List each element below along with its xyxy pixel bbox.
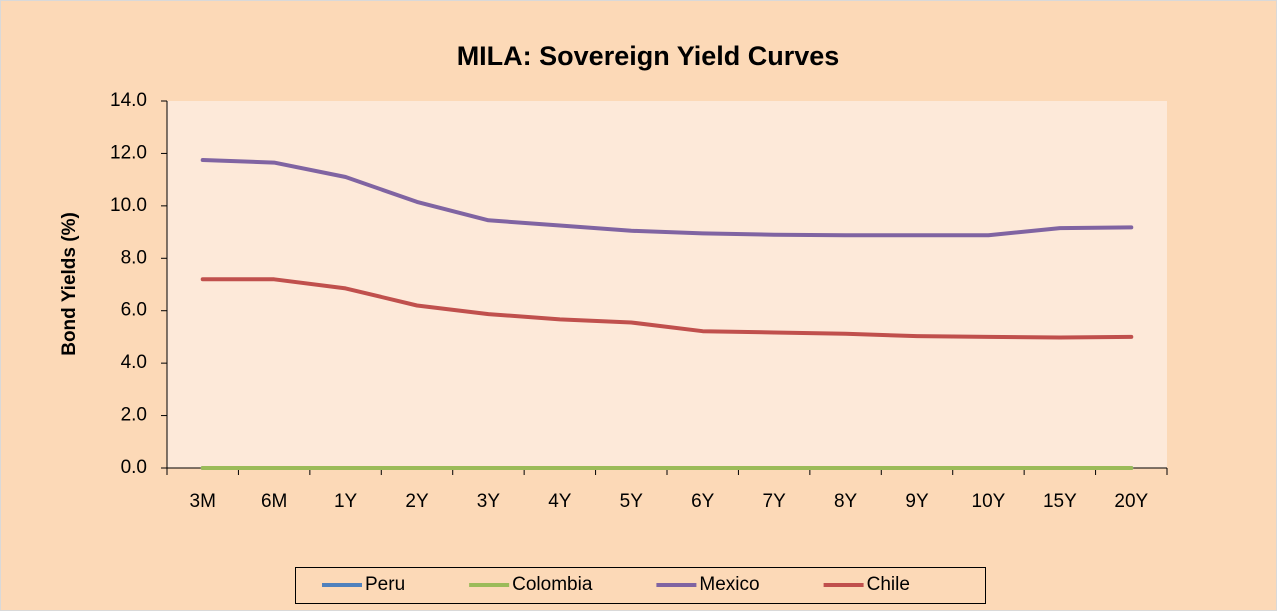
x-tick-label: 6M	[261, 491, 287, 512]
series-line	[200, 277, 1134, 340]
legend-label: Chile	[867, 574, 910, 595]
x-tick-label: 10Y	[972, 491, 1006, 512]
y-axis-label: Bond Yields (%)	[59, 212, 80, 356]
y-tick-label: 14.0	[110, 90, 147, 111]
chart-title: MILA: Sovereign Yield Curves	[457, 41, 840, 71]
x-tick-label: 2Y	[405, 491, 429, 512]
y-tick-label: 2.0	[121, 405, 147, 426]
x-tick-label: 6Y	[691, 491, 715, 512]
y-tick-label: 4.0	[121, 352, 147, 373]
x-tick-label: 8Y	[834, 491, 858, 512]
y-tick-label: 8.0	[121, 247, 147, 268]
legend-label: Colombia	[512, 574, 593, 595]
x-tick-label: 1Y	[334, 491, 358, 512]
legend-label: Peru	[365, 574, 405, 595]
x-tick-label: 4Y	[548, 491, 572, 512]
x-tick-label: 5Y	[620, 491, 644, 512]
legend-box	[295, 567, 986, 604]
x-tick-label: 7Y	[763, 491, 787, 512]
y-tick-label: 6.0	[121, 300, 147, 321]
y-tick-label: 0.0	[121, 457, 147, 478]
plot-area	[167, 101, 1167, 468]
y-tick-label: 10.0	[110, 195, 147, 216]
x-tick-label: 3M	[190, 491, 216, 512]
series-line	[200, 158, 1134, 238]
x-tick-label: 15Y	[1043, 491, 1077, 512]
x-tick-label: 3Y	[477, 491, 501, 512]
x-tick-label: 20Y	[1114, 491, 1148, 512]
x-tick-label: 9Y	[905, 491, 929, 512]
y-tick-label: 12.0	[110, 142, 147, 163]
legend-label: Mexico	[699, 574, 759, 595]
